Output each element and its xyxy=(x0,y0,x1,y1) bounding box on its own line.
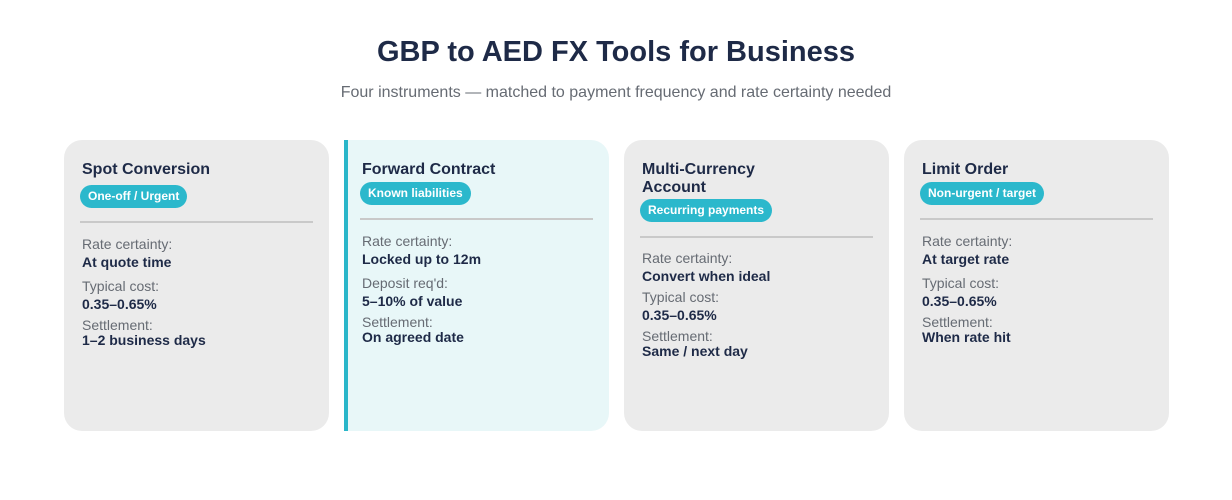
field-label: Typical cost: xyxy=(922,275,1000,291)
use-case-badge: Recurring payments xyxy=(640,199,773,222)
page-title: GBP to AED FX Tools for Business xyxy=(376,36,856,68)
page-subtitle: Four instruments — matched to payment fr… xyxy=(340,84,892,101)
field-label: Settlement: xyxy=(922,314,993,330)
field-value: 0.35–0.65% xyxy=(82,296,157,312)
field-label: Typical cost: xyxy=(642,289,720,305)
card-multi-currency-account: Multi-Currency Account Recurring payment… xyxy=(624,140,889,431)
card-divider xyxy=(640,236,873,238)
field-value: 5–10% of value xyxy=(362,293,463,309)
field-label: Settlement: xyxy=(82,317,153,333)
field-label: Rate certainty: xyxy=(362,233,453,249)
field-label: Rate certainty: xyxy=(642,250,733,266)
field-label: Rate certainty: xyxy=(82,236,173,252)
use-case-badge: Non-urgent / target xyxy=(920,182,1044,205)
card-divider xyxy=(80,221,313,223)
field-label: Rate certainty: xyxy=(922,233,1013,249)
card-title: Limit Order xyxy=(922,161,1009,178)
card-spot-conversion: Spot Conversion One-off / Urgent Rate ce… xyxy=(64,140,329,431)
card-forward-contract: Forward Contract Known liabilities Rate … xyxy=(344,140,609,431)
highlight-accent-bar xyxy=(344,140,348,431)
card-title: Forward Contract xyxy=(362,161,496,178)
card-divider xyxy=(920,218,1153,220)
card-title: Multi-Currency Account xyxy=(642,161,755,196)
card-limit-order: Limit Order Non-urgent / target Rate cer… xyxy=(904,140,1169,431)
field-value: At quote time xyxy=(82,254,172,270)
field-value: 0.35–0.65% xyxy=(642,307,717,323)
field-label: Deposit req'd: xyxy=(362,275,448,291)
field-value: 0.35–0.65% xyxy=(922,293,997,309)
field-label: Typical cost: xyxy=(82,278,160,294)
field-value: Locked up to 12m xyxy=(362,251,482,267)
field-value: On agreed date xyxy=(362,329,464,345)
use-case-badge: One-off / Urgent xyxy=(80,185,188,208)
card-divider xyxy=(360,218,593,220)
field-label: Settlement: xyxy=(362,314,433,330)
field-value: At target rate xyxy=(922,251,1010,267)
field-value: Convert when ideal xyxy=(642,268,771,284)
field-value: Same / next day xyxy=(642,343,748,359)
field-value: When rate hit xyxy=(922,329,1011,345)
use-case-badge: Known liabilities xyxy=(360,182,471,205)
field-value: 1–2 business days xyxy=(82,332,206,348)
field-label: Settlement: xyxy=(642,328,713,344)
card-title: Spot Conversion xyxy=(82,161,211,178)
